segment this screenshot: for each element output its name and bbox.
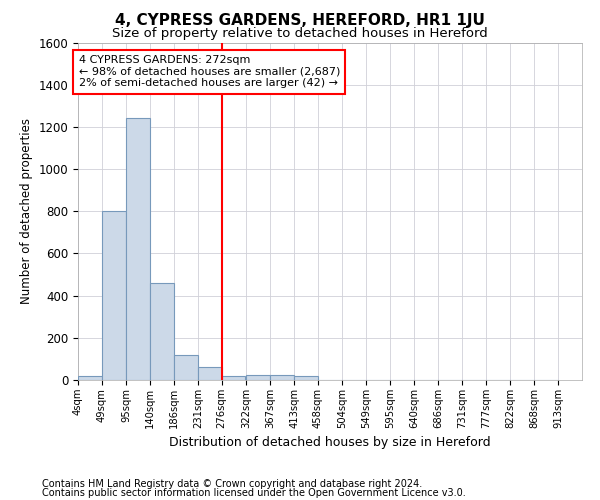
Bar	[270, 374, 293, 380]
Bar	[294, 376, 318, 380]
Bar	[78, 376, 102, 380]
Bar	[174, 354, 198, 380]
Text: Contains public sector information licensed under the Open Government Licence v3: Contains public sector information licen…	[42, 488, 466, 498]
Bar	[221, 376, 245, 380]
Bar	[198, 368, 221, 380]
Bar	[246, 374, 270, 380]
Text: 4, CYPRESS GARDENS, HEREFORD, HR1 1JU: 4, CYPRESS GARDENS, HEREFORD, HR1 1JU	[115, 12, 485, 28]
Bar	[126, 118, 150, 380]
Text: Size of property relative to detached houses in Hereford: Size of property relative to detached ho…	[112, 28, 488, 40]
Bar	[150, 283, 173, 380]
Text: Contains HM Land Registry data © Crown copyright and database right 2024.: Contains HM Land Registry data © Crown c…	[42, 479, 422, 489]
X-axis label: Distribution of detached houses by size in Hereford: Distribution of detached houses by size …	[169, 436, 491, 450]
Text: 4 CYPRESS GARDENS: 272sqm
← 98% of detached houses are smaller (2,687)
2% of sem: 4 CYPRESS GARDENS: 272sqm ← 98% of detac…	[79, 55, 340, 88]
Y-axis label: Number of detached properties: Number of detached properties	[20, 118, 33, 304]
Bar	[102, 211, 125, 380]
